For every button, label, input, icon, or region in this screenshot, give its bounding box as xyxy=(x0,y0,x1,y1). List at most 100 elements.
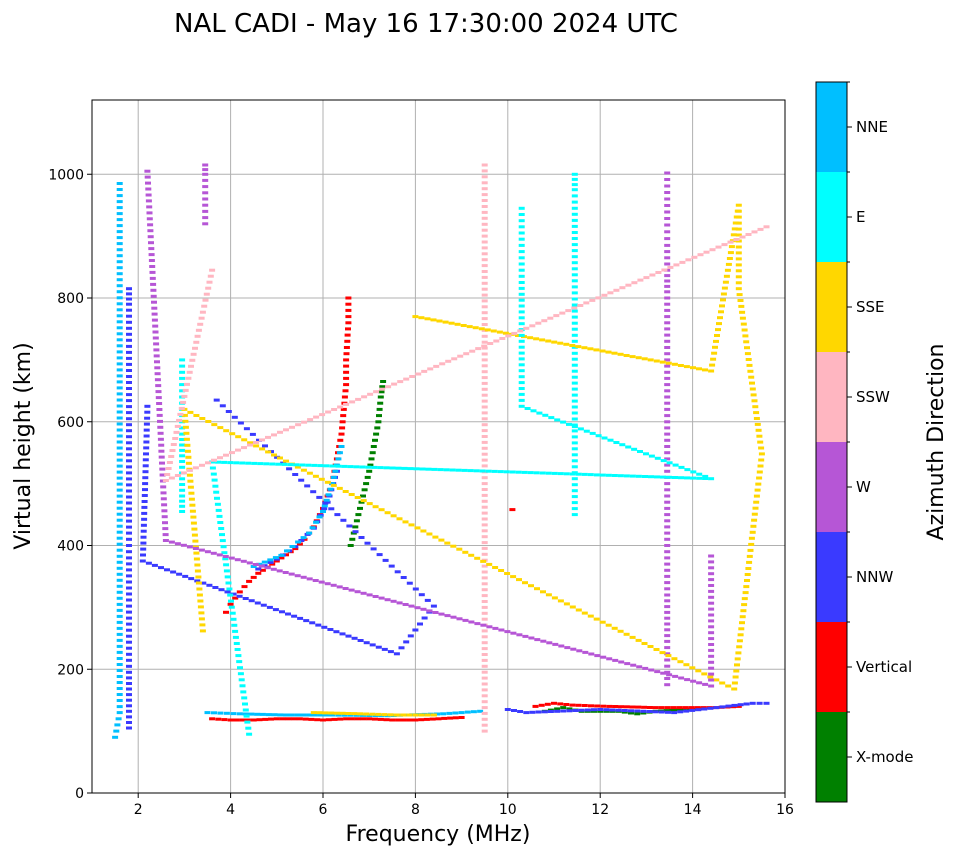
echo-point xyxy=(116,356,123,360)
echo-point xyxy=(360,713,366,717)
echo-point xyxy=(655,271,662,274)
echo-point xyxy=(231,415,238,419)
echo-point xyxy=(696,681,703,685)
echo-point xyxy=(527,471,534,475)
echo-point xyxy=(680,708,687,711)
echo-point xyxy=(481,706,488,710)
echo-point xyxy=(571,188,578,192)
echo-point xyxy=(560,706,567,710)
echo-point xyxy=(571,363,578,367)
echo-point xyxy=(324,582,331,586)
echo-point xyxy=(255,567,262,571)
echo-point xyxy=(445,359,452,363)
echo-point xyxy=(571,423,578,427)
echo-point xyxy=(269,462,276,466)
echo-point xyxy=(116,669,123,672)
x-tick-label: 4 xyxy=(226,802,235,818)
echo-point xyxy=(481,381,488,385)
echo-point xyxy=(340,407,347,411)
echo-point xyxy=(151,312,158,316)
echo-point xyxy=(408,604,415,608)
echo-point xyxy=(571,435,578,439)
echo-point xyxy=(320,718,326,722)
echo-point xyxy=(736,639,743,643)
echo-point xyxy=(369,451,376,455)
echo-point xyxy=(678,476,684,480)
echo-point xyxy=(221,551,228,555)
echo-point xyxy=(664,370,671,374)
echo-point xyxy=(664,284,671,288)
echo-point xyxy=(415,713,422,717)
echo-point xyxy=(623,705,630,709)
echo-point xyxy=(142,488,148,492)
echo-point xyxy=(310,711,317,715)
echo-point xyxy=(187,410,194,414)
echo-point xyxy=(303,619,310,623)
echo-point xyxy=(664,494,671,498)
echo-point xyxy=(345,712,352,715)
echo-point xyxy=(256,718,263,722)
echo-point xyxy=(504,572,511,575)
echo-point xyxy=(485,469,492,473)
echo-point xyxy=(425,467,432,471)
echo-point xyxy=(496,330,503,334)
echo-point xyxy=(339,711,346,715)
echo-point xyxy=(594,654,601,658)
echo-point xyxy=(330,483,337,487)
echo-point xyxy=(467,469,474,473)
echo-point xyxy=(186,473,193,477)
echo-point xyxy=(140,523,147,527)
echo-point xyxy=(739,615,746,619)
echo-point xyxy=(332,469,339,473)
echo-point xyxy=(126,429,132,433)
echo-point xyxy=(335,713,342,717)
echo-point xyxy=(116,705,123,709)
echo-point xyxy=(364,475,371,479)
echo-point xyxy=(431,467,438,471)
echo-point xyxy=(664,230,671,234)
echo-point xyxy=(634,709,641,713)
echo-point xyxy=(492,626,499,630)
echo-point xyxy=(415,372,422,376)
echo-point xyxy=(360,499,367,503)
echo-point xyxy=(557,599,564,603)
echo-point xyxy=(116,452,123,456)
echo-point xyxy=(309,621,316,625)
echo-point xyxy=(378,390,385,394)
echo-point xyxy=(605,473,612,477)
echo-point xyxy=(412,713,419,717)
echo-point xyxy=(690,476,696,480)
echo-point xyxy=(744,573,751,576)
echo-point xyxy=(235,448,241,452)
echo-point xyxy=(202,216,209,220)
echo-point xyxy=(504,630,511,634)
echo-point xyxy=(437,468,444,472)
echo-point xyxy=(481,405,488,409)
echo-point xyxy=(518,375,525,379)
echo-point xyxy=(521,470,528,474)
echo-point xyxy=(336,585,343,589)
echo-point xyxy=(601,436,608,440)
echo-point xyxy=(259,438,265,442)
echo-point xyxy=(179,510,186,513)
colorbar-label-sse: SSE xyxy=(856,298,885,316)
echo-point xyxy=(481,582,488,586)
echo-point xyxy=(443,468,450,472)
echo-point xyxy=(143,452,149,456)
echo-point xyxy=(235,654,242,658)
echo-point xyxy=(116,657,123,660)
echo-point xyxy=(231,623,238,627)
echo-point xyxy=(164,473,171,476)
echo-point xyxy=(742,591,749,595)
echo-point xyxy=(581,346,588,350)
echo-point xyxy=(509,470,516,474)
echo-point xyxy=(116,302,123,306)
echo-point xyxy=(566,709,573,713)
echo-point xyxy=(346,524,353,528)
echo-point xyxy=(683,709,690,713)
echo-point xyxy=(419,467,426,471)
trace-e-layer-far-mixed xyxy=(504,701,770,715)
echo-point xyxy=(409,713,416,717)
echo-point xyxy=(518,256,525,260)
echo-point xyxy=(647,358,654,362)
